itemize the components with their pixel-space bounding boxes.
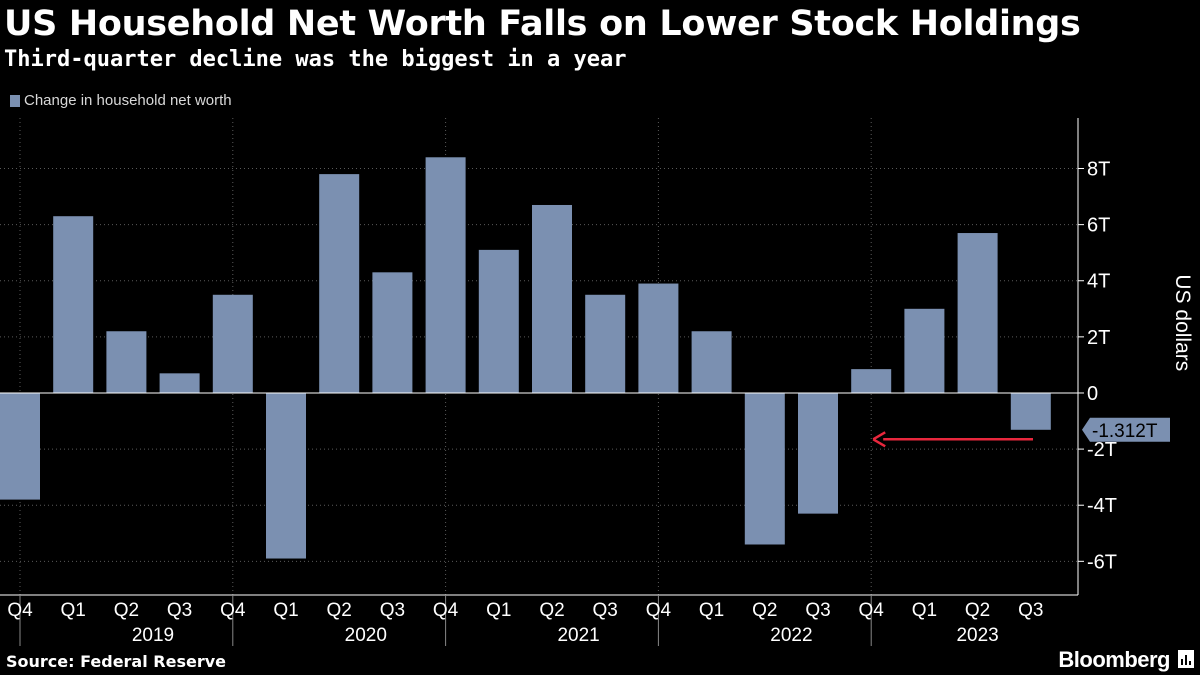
x-tick-label: Q2 — [752, 600, 777, 621]
y-tick-label: -6T — [1087, 551, 1117, 573]
x-tick-label: Q3 — [805, 600, 830, 621]
x-tick-label: Q1 — [61, 600, 86, 621]
bar — [159, 373, 200, 393]
bar — [585, 294, 626, 393]
year-label: 2021 — [557, 625, 599, 646]
axis-layer — [0, 118, 1084, 646]
chart-title: US Household Net Worth Falls on Lower St… — [4, 4, 1081, 44]
y-tick-label: -2T — [1087, 439, 1117, 461]
y-tick-label: 0 — [1087, 383, 1098, 405]
brand-logo: Bloomberg — [1058, 647, 1170, 672]
bar — [532, 204, 572, 393]
bar — [319, 174, 360, 393]
x-tick-label: Q3 — [167, 600, 192, 621]
legend-label: Change in household net worth — [24, 92, 232, 109]
x-tick-label: Q3 — [593, 600, 618, 621]
bar — [212, 294, 253, 393]
y-tick-label: 8T — [1087, 159, 1110, 181]
x-tick-label: Q3 — [1018, 600, 1043, 621]
y-tick-label: 4T — [1087, 271, 1110, 293]
year-label: 2020 — [345, 625, 387, 646]
bar — [478, 249, 519, 393]
label-layer: 8T 6T 4T 2T 0 -2T -4T -6T Q4 Q1 Q2 Q3 Q4 Q1 Q2 Q3 Q4 Q1 Q2… — [7, 159, 1170, 646]
legend: Change in household net worth — [10, 92, 232, 109]
chart-subtitle: Third-quarter decline was the biggest in… — [4, 47, 627, 72]
bar — [53, 216, 94, 393]
x-tick-label: Q1 — [912, 600, 937, 621]
x-tick-label: Q2 — [327, 600, 352, 621]
source-note: Source: Federal Reserve — [6, 652, 226, 671]
callout-label: -1.312T — [1092, 421, 1158, 442]
annotation-arrowhead — [872, 431, 886, 448]
y-axis-label: US dollars — [1171, 274, 1194, 371]
x-tick-label: Q4 — [7, 600, 33, 621]
y-tick-label: -4T — [1087, 495, 1117, 517]
x-tick-label: Q1 — [273, 600, 298, 621]
bar — [691, 331, 732, 393]
y-tick-label: 6T — [1087, 215, 1110, 237]
x-tick-label: Q4 — [220, 600, 246, 621]
bar — [904, 308, 945, 393]
x-tick-label: Q4 — [646, 600, 672, 621]
x-tick-label: Q2 — [965, 600, 990, 621]
bar — [106, 331, 147, 393]
bloomberg-terminal-icon — [1178, 650, 1194, 668]
x-tick-label: Q2 — [539, 600, 564, 621]
bar — [851, 369, 892, 393]
bar — [266, 392, 306, 559]
bar — [957, 233, 998, 393]
callout-flag — [1082, 417, 1170, 442]
bar — [744, 392, 785, 545]
legend-swatch — [10, 94, 20, 107]
x-tick-label: Q1 — [699, 600, 724, 621]
bar — [372, 272, 413, 393]
year-label: 2022 — [770, 625, 812, 646]
bar — [1010, 392, 1051, 430]
bar — [638, 283, 679, 393]
year-label: 2019 — [132, 625, 174, 646]
x-tick-label: Q1 — [486, 600, 511, 621]
x-tick-label: Q3 — [380, 600, 405, 621]
x-tick-label: Q4 — [433, 600, 459, 621]
bar — [798, 392, 838, 514]
bar — [425, 157, 466, 393]
bar-layer — [0, 157, 1051, 559]
x-tick-label: Q4 — [859, 600, 885, 621]
y-tick-label: 2T — [1087, 327, 1110, 349]
bar — [0, 392, 40, 500]
x-tick-label: Q2 — [114, 600, 139, 621]
year-label: 2023 — [956, 625, 998, 646]
